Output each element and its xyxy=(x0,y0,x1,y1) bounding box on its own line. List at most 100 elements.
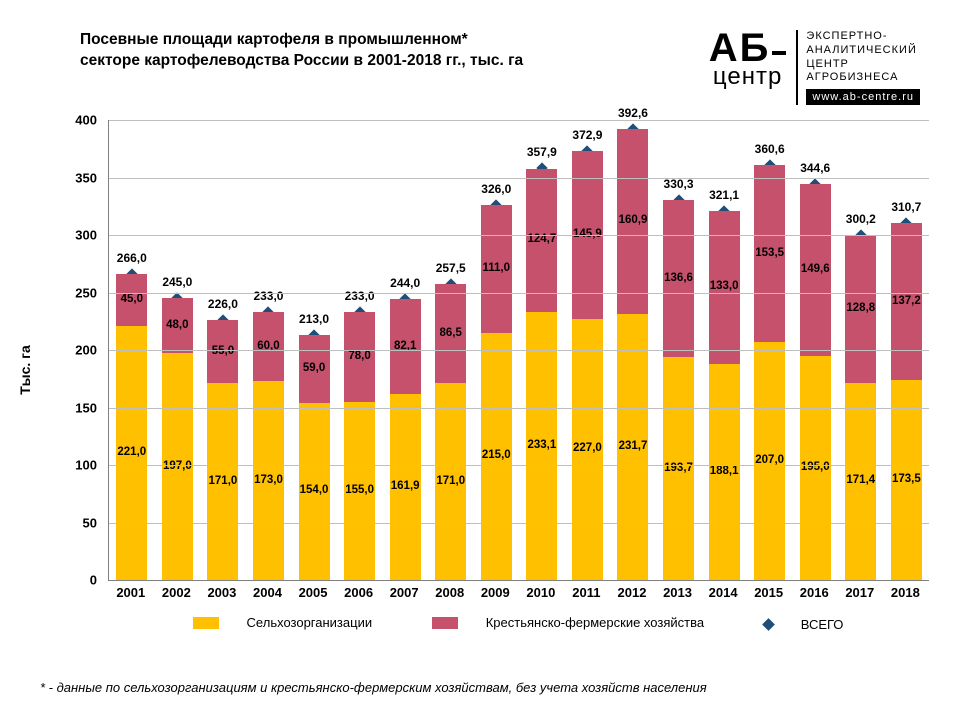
chart-title: Посевные площади картофеля в промышленно… xyxy=(80,30,523,72)
bar-stack: 60,0173,0 xyxy=(253,312,284,580)
data-label-series1: 215,0 xyxy=(481,450,512,462)
bar-stack: 55,0171,0 xyxy=(207,320,238,580)
data-label-series1: 155,0 xyxy=(344,485,375,497)
bar-stack: 111,0 215,0 xyxy=(481,205,512,580)
bar-seg-series1: 207,0 xyxy=(754,342,785,580)
y-tick: 200 xyxy=(75,343,97,358)
data-label-series2: 59,0 xyxy=(299,363,330,375)
gridline xyxy=(109,465,929,466)
data-label-series1: 197,0 xyxy=(162,461,193,473)
x-tick-label: 2014 xyxy=(700,585,746,600)
bar-seg-series1: 188,1 xyxy=(709,364,740,580)
brand-desc: ЭКСПЕРТНО- АНАЛИТИЧЕСКИЙ ЦЕНТР АГРОБИЗНЕ… xyxy=(796,30,920,105)
data-label-series1: 188,1 xyxy=(709,466,740,478)
data-label-series2: 153,5 xyxy=(754,248,785,260)
gridline xyxy=(109,235,929,236)
data-label-series2: 45,0 xyxy=(116,294,147,306)
y-tick: 100 xyxy=(75,458,97,473)
bar-seg-series2: 136,6 xyxy=(663,200,694,357)
data-label-series1: 171,0 xyxy=(435,476,466,488)
data-label-series2: 128,8 xyxy=(845,303,876,315)
legend-swatch-series2 xyxy=(432,617,458,629)
data-label-series1: 227,0 xyxy=(572,443,603,455)
gridline xyxy=(109,120,929,121)
page: Посевные площади картофеля в промышленно… xyxy=(0,0,960,720)
data-label-series2: 86,5 xyxy=(435,328,466,340)
brand-block: АБ центр ЭКСПЕРТНО- АНАЛИТИЧЕСКИЙ ЦЕНТР … xyxy=(709,30,920,105)
gridline xyxy=(109,523,929,524)
gridline xyxy=(109,178,929,179)
bar-seg-series2: 82,1 xyxy=(390,299,421,393)
legend-swatch-series1 xyxy=(193,617,219,629)
logo-centr: центр xyxy=(713,66,782,88)
x-tick-label: 2012 xyxy=(609,585,655,600)
x-tick-label: 2007 xyxy=(381,585,427,600)
gridline xyxy=(109,408,929,409)
data-label-series1: 154,0 xyxy=(299,485,330,497)
legend-item-total: ВСЕГО xyxy=(750,617,858,632)
bar-seg-series2: 133,0 xyxy=(709,211,740,364)
legend-item-series2: Крестьянско-фермерские хозяйства xyxy=(418,615,718,630)
x-tick-label: 2004 xyxy=(245,585,291,600)
bar-stack: 45,0 221,0 xyxy=(116,274,147,580)
x-tick-label: 2017 xyxy=(837,585,883,600)
data-label-series1: 171,4 xyxy=(845,475,876,487)
bar-stack: 160,9231,7 xyxy=(617,129,648,580)
plot-area: 266,045,0221,0245,048,0197,0226,055,0171… xyxy=(108,120,929,581)
bar-stack: 86,5 171,0 xyxy=(435,284,466,580)
bar-stack: 82,1 161,9 xyxy=(390,299,421,580)
bar-seg-series1: 173,0 xyxy=(253,381,284,580)
data-label-series2: 136,6 xyxy=(663,273,694,285)
gridline xyxy=(109,350,929,351)
data-label-series1: 221,0 xyxy=(116,447,147,459)
x-tick-label: 2010 xyxy=(518,585,564,600)
data-label-series1: 233,1 xyxy=(526,440,557,452)
bar-stack: 59,0 154,0 xyxy=(299,335,330,580)
bar-seg-series1: 171,0 xyxy=(435,383,466,580)
y-tick: 400 xyxy=(75,113,97,128)
bar-stack: 145,9227,0 xyxy=(572,151,603,580)
data-label-series1: 173,5 xyxy=(891,474,922,486)
data-label-series2: 160,9 xyxy=(617,215,648,227)
gridline xyxy=(109,293,929,294)
x-tick-label: 2005 xyxy=(290,585,336,600)
bar-stack: 48,0197,0 xyxy=(162,298,193,580)
title-line2: секторе картофелеводства России в 2001-2… xyxy=(80,51,523,72)
bar-seg-series1: 173,5 xyxy=(891,380,922,580)
header: Посевные площади картофеля в промышленно… xyxy=(0,0,960,105)
bar-seg-series2: 160,9 xyxy=(617,129,648,314)
bar-seg-series2: 128,8 xyxy=(845,235,876,383)
bar-stack: 149,6 195,0 xyxy=(800,184,831,580)
bar-seg-series2: 137,2 xyxy=(891,223,922,381)
data-label-series2: 111,0 xyxy=(481,263,512,275)
x-tick-label: 2008 xyxy=(427,585,473,600)
bar-stack: 124,7 233,1 xyxy=(526,169,557,580)
bar-seg-series1: 161,9 xyxy=(390,394,421,580)
x-tick-label: 2002 xyxy=(154,585,200,600)
y-tick: 150 xyxy=(75,400,97,415)
bar-stack: 133,0 188,1 xyxy=(709,211,740,580)
bar-seg-series1: 195,0 xyxy=(800,356,831,580)
bar-seg-series2: 124,7 xyxy=(526,169,557,312)
x-tick-label: 2003 xyxy=(199,585,245,600)
x-tick-label: 2001 xyxy=(108,585,154,600)
brand-url: www.ab-centre.ru xyxy=(806,89,920,105)
bar-seg-series2: 55,0 xyxy=(207,320,238,383)
x-tick-label: 2015 xyxy=(746,585,792,600)
title-line1: Посевные площади картофеля в промышленно… xyxy=(80,30,523,51)
y-tick: 0 xyxy=(90,573,97,588)
bar-stack: 153,5 207,0 xyxy=(754,165,785,580)
bar-seg-series1: 197,0 xyxy=(162,353,193,580)
data-label-series1: 195,0 xyxy=(800,462,831,474)
bar-seg-series2: 149,6 xyxy=(800,184,831,356)
x-tick-label: 2009 xyxy=(473,585,519,600)
x-tick-label: 2016 xyxy=(791,585,837,600)
bar-seg-series2: 153,5 xyxy=(754,165,785,342)
data-label-series1: 161,9 xyxy=(390,481,421,493)
legend-marker-total xyxy=(762,618,775,631)
x-axis-labels: 2001200220032004200520062007200820092010… xyxy=(108,585,928,600)
y-tick: 50 xyxy=(83,515,97,530)
bar-seg-series1: 171,0 xyxy=(207,383,238,580)
data-label-series2: 78,0 xyxy=(344,351,375,363)
y-tick: 250 xyxy=(75,285,97,300)
